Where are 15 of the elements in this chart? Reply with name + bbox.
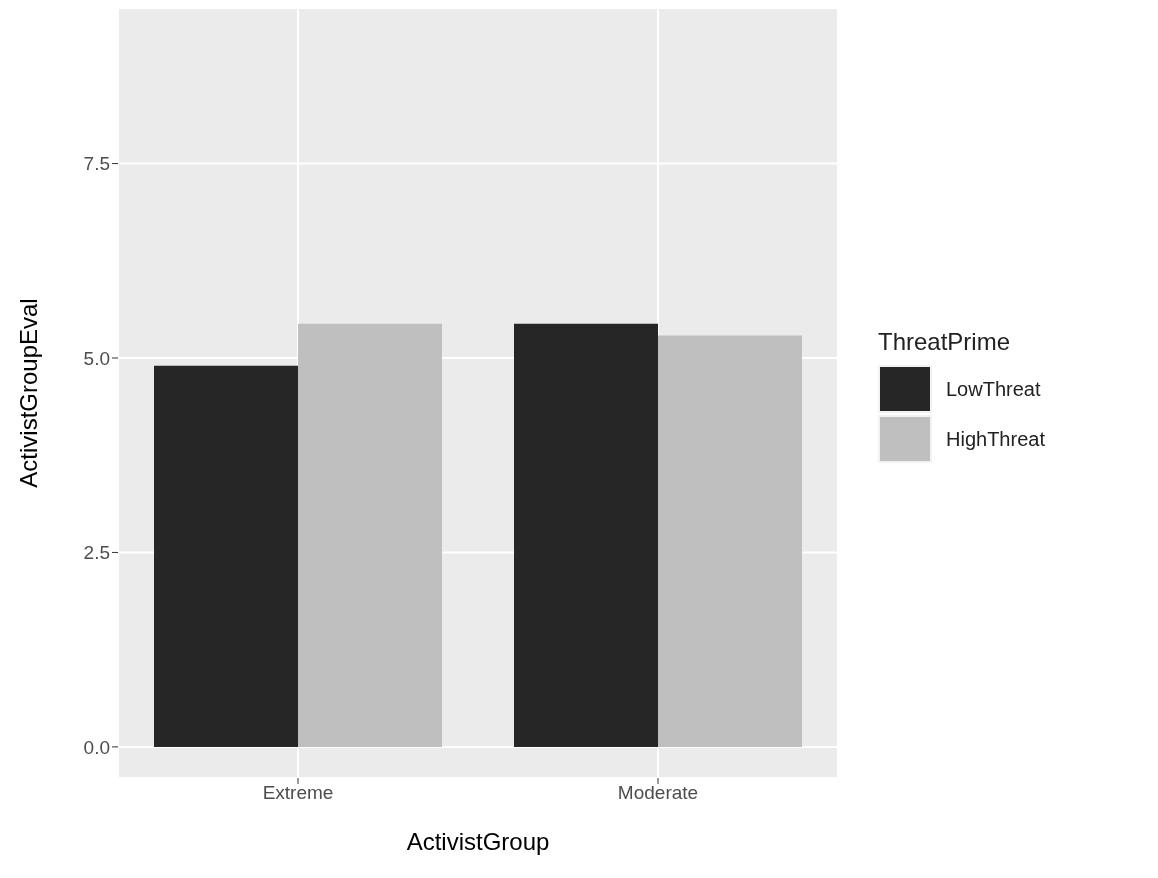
bar xyxy=(154,365,298,747)
y-tick-label: 5.0 xyxy=(83,347,110,369)
y-tick-label: 7.5 xyxy=(83,153,110,175)
bar xyxy=(514,323,658,747)
x-axis-title: ActivistGroup xyxy=(406,828,550,855)
y-axis-title: ActivistGroupEval xyxy=(14,298,42,488)
legend-title: ThreatPrime xyxy=(878,328,1012,356)
bar xyxy=(298,323,442,747)
y-tick-label: 0.0 xyxy=(83,736,110,758)
bar xyxy=(658,335,802,747)
legend-label: HighThreat xyxy=(946,427,1045,451)
y-tick-label: 2.5 xyxy=(83,542,110,564)
x-tick-label: Extreme xyxy=(262,782,334,804)
legend-label: LowThreat xyxy=(946,377,1041,401)
x-tick-label: Moderate xyxy=(617,782,699,804)
